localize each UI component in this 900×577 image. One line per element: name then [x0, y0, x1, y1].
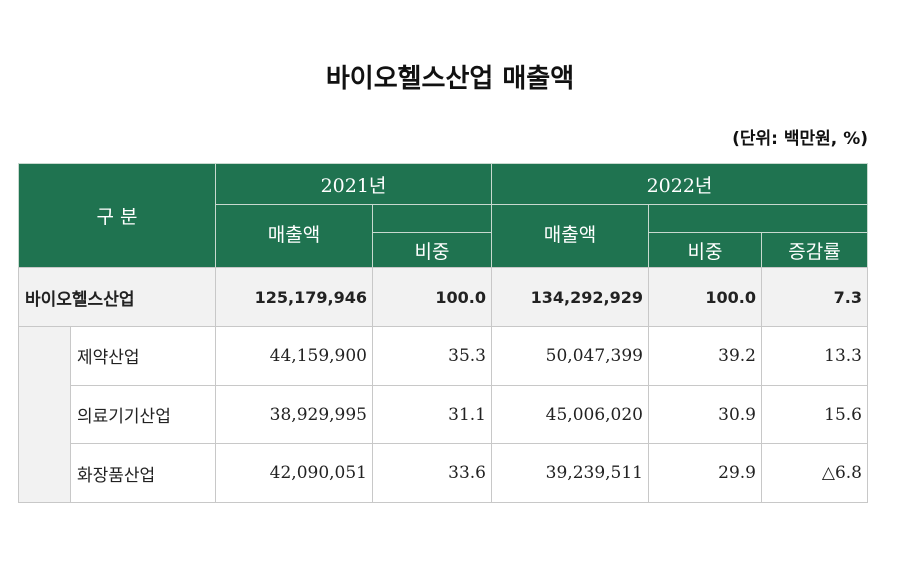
row-growth: △6.8: [761, 443, 868, 504]
row-growth: 13.3: [761, 326, 868, 386]
page-title: 바이오헬스산업 매출액: [325, 64, 575, 94]
header-share-2022: 비중: [648, 232, 762, 268]
header-sales-2022: 매출액: [491, 204, 649, 268]
row-label: 화장품산업: [70, 443, 216, 504]
row-share2022: 30.9: [648, 384, 762, 445]
row-growth: 15.6: [761, 384, 868, 445]
row-label: 의료기기산업: [70, 384, 216, 445]
total-share-2021: 100.0: [372, 267, 492, 327]
row-label: 제약산업: [70, 326, 216, 386]
row-share2022: 39.2: [648, 326, 762, 386]
indent-column: [18, 326, 71, 503]
total-sales-2021: 125,179,946: [215, 267, 373, 327]
row-sales2021: 42,090,051: [215, 443, 373, 504]
header-sales-2021: 매출액: [215, 204, 373, 268]
row-share2022: 29.9: [648, 443, 762, 504]
row-share2021: 31.1: [372, 384, 492, 445]
row-sales2022: 39,239,511: [491, 443, 649, 504]
total-sales-2022: 134,292,929: [491, 267, 649, 327]
total-growth: 7.3: [761, 267, 868, 327]
header-year-2022: 2022년: [491, 163, 868, 205]
total-label: 바이오헬스산업: [18, 267, 216, 327]
header-share-2021: 비중: [372, 232, 492, 268]
row-sales2022: 45,006,020: [491, 384, 649, 445]
row-sales2021: 44,159,900: [215, 326, 373, 386]
header-blank: [648, 204, 868, 233]
header-growth: 증감률: [761, 232, 868, 268]
total-share-2022: 100.0: [648, 267, 762, 327]
unit-label: (단위: 백만원, %): [732, 129, 868, 149]
row-sales2022: 50,047,399: [491, 326, 649, 386]
header-blank: [372, 204, 492, 233]
row-share2021: 35.3: [372, 326, 492, 386]
header-year-2021: 2021년: [215, 163, 492, 205]
header-category: 구 분: [18, 163, 216, 268]
row-share2021: 33.6: [372, 443, 492, 504]
row-sales2021: 38,929,995: [215, 384, 373, 445]
